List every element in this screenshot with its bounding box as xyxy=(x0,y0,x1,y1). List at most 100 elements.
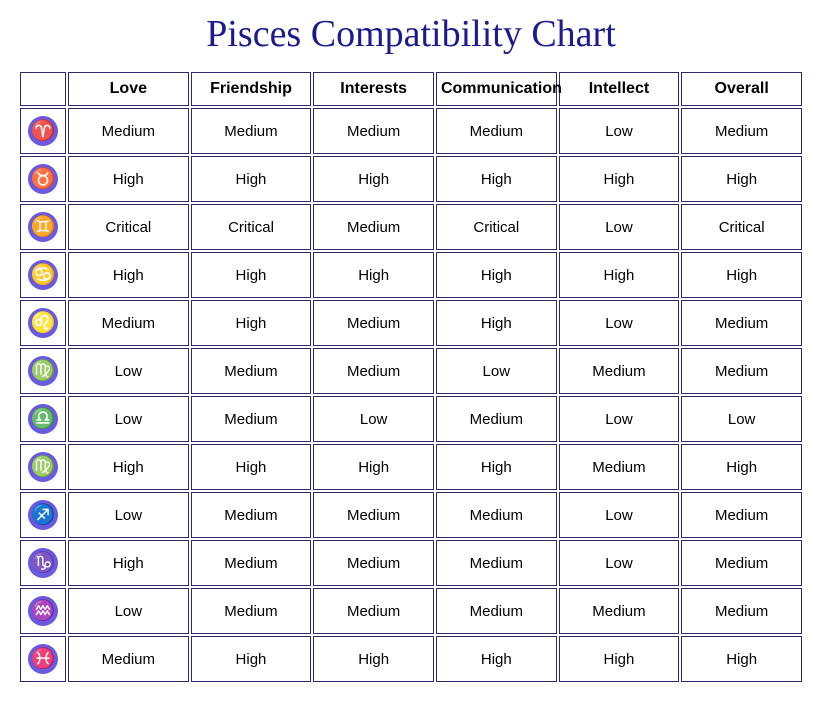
compatibility-table: LoveFriendshipInterestsCommunicationInte… xyxy=(18,70,804,684)
value-cell: Medium xyxy=(313,204,434,250)
column-header: Friendship xyxy=(191,72,312,106)
sign-cell: ♒ xyxy=(20,588,66,634)
value-cell: Medium xyxy=(191,348,312,394)
table-row: ♈MediumMediumMediumMediumLowMedium xyxy=(20,108,802,154)
value-cell: High xyxy=(191,636,312,682)
sign-cell: ♊ xyxy=(20,204,66,250)
value-cell: Medium xyxy=(313,492,434,538)
value-cell: High xyxy=(68,252,189,298)
value-cell: Low xyxy=(313,396,434,442)
value-cell: High xyxy=(191,300,312,346)
value-cell: Medium xyxy=(313,108,434,154)
sign-cell: ♋ xyxy=(20,252,66,298)
table-row: ♓MediumHighHighHighHighHigh xyxy=(20,636,802,682)
table-row: ♒LowMediumMediumMediumMediumMedium xyxy=(20,588,802,634)
libra-icon: ♎ xyxy=(28,404,58,434)
table-row: ♌MediumHighMediumHighLowMedium xyxy=(20,300,802,346)
value-cell: Low xyxy=(559,540,680,586)
table-row: ♍LowMediumMediumLowMediumMedium xyxy=(20,348,802,394)
value-cell: Medium xyxy=(681,492,802,538)
column-header: Communication xyxy=(436,72,557,106)
value-cell: Medium xyxy=(191,492,312,538)
table-row: ♍HighHighHighHighMediumHigh xyxy=(20,444,802,490)
value-cell: Medium xyxy=(191,396,312,442)
value-cell: Medium xyxy=(313,348,434,394)
table-row: ♋HighHighHighHighHighHigh xyxy=(20,252,802,298)
value-cell: High xyxy=(436,636,557,682)
table-row: ♉HighHighHighHighHighHigh xyxy=(20,156,802,202)
taurus-icon: ♉ xyxy=(28,164,58,194)
sign-cell: ♌ xyxy=(20,300,66,346)
sign-cell: ♍ xyxy=(20,444,66,490)
value-cell: High xyxy=(436,252,557,298)
value-cell: Medium xyxy=(436,396,557,442)
gemini-icon: ♊ xyxy=(28,212,58,242)
value-cell: Medium xyxy=(681,540,802,586)
aries-icon: ♈ xyxy=(28,116,58,146)
value-cell: Critical xyxy=(191,204,312,250)
value-cell: High xyxy=(436,300,557,346)
value-cell: High xyxy=(681,444,802,490)
value-cell: Medium xyxy=(313,540,434,586)
value-cell: Low xyxy=(559,108,680,154)
value-cell: High xyxy=(191,252,312,298)
value-cell: Medium xyxy=(436,492,557,538)
value-cell: Medium xyxy=(68,636,189,682)
value-cell: High xyxy=(191,156,312,202)
sign-cell: ♉ xyxy=(20,156,66,202)
value-cell: Low xyxy=(559,396,680,442)
value-cell: Medium xyxy=(313,300,434,346)
scorpio-icon: ♍ xyxy=(28,452,58,482)
sign-cell: ♑ xyxy=(20,540,66,586)
value-cell: Medium xyxy=(68,108,189,154)
table-row: ♊CriticalCriticalMediumCriticalLowCritic… xyxy=(20,204,802,250)
sign-cell: ♓ xyxy=(20,636,66,682)
value-cell: High xyxy=(313,444,434,490)
header-blank xyxy=(20,72,66,106)
value-cell: High xyxy=(313,252,434,298)
sagittarius-icon: ♐ xyxy=(28,500,58,530)
value-cell: High xyxy=(559,636,680,682)
table-head: LoveFriendshipInterestsCommunicationInte… xyxy=(20,72,802,106)
value-cell: Medium xyxy=(436,540,557,586)
value-cell: Low xyxy=(68,348,189,394)
value-cell: Medium xyxy=(681,348,802,394)
value-cell: High xyxy=(68,540,189,586)
value-cell: Low xyxy=(68,588,189,634)
value-cell: High xyxy=(313,156,434,202)
value-cell: High xyxy=(559,156,680,202)
value-cell: Low xyxy=(68,492,189,538)
value-cell: Low xyxy=(681,396,802,442)
table-row: ♑HighMediumMediumMediumLowMedium xyxy=(20,540,802,586)
page-title: Pisces Compatibility Chart xyxy=(18,12,804,56)
value-cell: Critical xyxy=(436,204,557,250)
value-cell: Medium xyxy=(436,108,557,154)
value-cell: High xyxy=(68,444,189,490)
value-cell: High xyxy=(313,636,434,682)
column-header: Love xyxy=(68,72,189,106)
column-header: Intellect xyxy=(559,72,680,106)
virgo-icon: ♍ xyxy=(28,356,58,386)
cancer-icon: ♋ xyxy=(28,260,58,290)
column-header: Overall xyxy=(681,72,802,106)
sign-cell: ♎ xyxy=(20,396,66,442)
value-cell: Low xyxy=(559,300,680,346)
value-cell: Medium xyxy=(559,348,680,394)
capricorn-icon: ♑ xyxy=(28,548,58,578)
aquarius-icon: ♒ xyxy=(28,596,58,626)
table-header-row: LoveFriendshipInterestsCommunicationInte… xyxy=(20,72,802,106)
value-cell: Medium xyxy=(559,444,680,490)
value-cell: Critical xyxy=(681,204,802,250)
value-cell: Medium xyxy=(313,588,434,634)
value-cell: Low xyxy=(436,348,557,394)
value-cell: Low xyxy=(559,204,680,250)
pisces-icon: ♓ xyxy=(28,644,58,674)
value-cell: Medium xyxy=(191,108,312,154)
value-cell: Medium xyxy=(681,588,802,634)
table-body: ♈MediumMediumMediumMediumLowMedium♉HighH… xyxy=(20,108,802,682)
value-cell: Critical xyxy=(68,204,189,250)
value-cell: Low xyxy=(559,492,680,538)
sign-cell: ♈ xyxy=(20,108,66,154)
table-row: ♐LowMediumMediumMediumLowMedium xyxy=(20,492,802,538)
column-header: Interests xyxy=(313,72,434,106)
